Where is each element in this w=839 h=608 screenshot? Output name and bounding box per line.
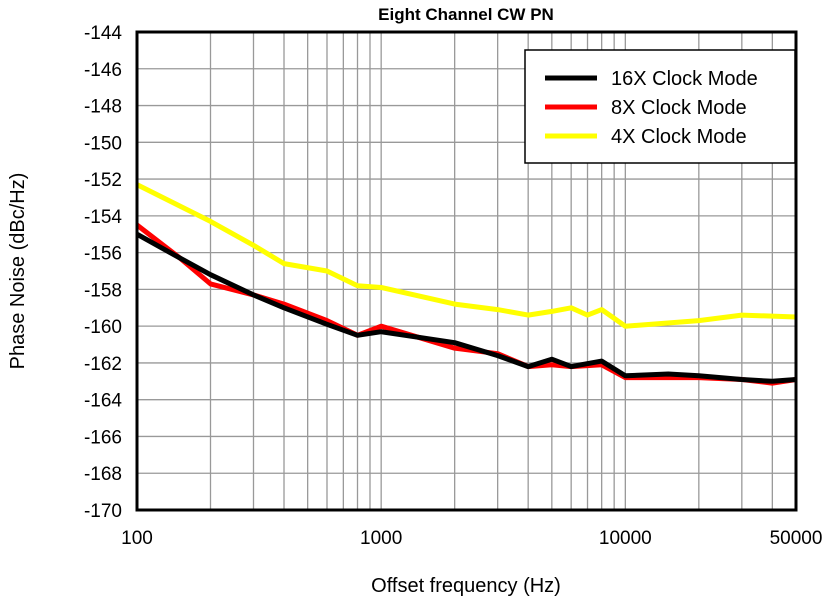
legend-label: 16X Clock Mode <box>611 68 758 90</box>
plot-frame <box>135 30 798 512</box>
y-tick-label: -148 <box>84 97 122 118</box>
y-tick-labels: -144 -146 -148 -150 -152 -154 -156 -158 -160 -162… <box>84 23 122 522</box>
legend-label: 4X Clock Mode <box>611 126 747 148</box>
y-tick-label: -166 <box>84 427 122 448</box>
x-axis-label: Offset frequency (Hz) <box>371 575 561 597</box>
chart-title: Eight Channel CW PN <box>378 5 554 24</box>
y-axis-label: Phase Noise (dBc/Hz) <box>7 173 29 370</box>
y-tick-label: -164 <box>84 391 122 412</box>
legend-label: 8X Clock Mode <box>611 97 747 119</box>
y-tick-label: -158 <box>84 280 122 301</box>
y-tick-label: -156 <box>84 244 122 265</box>
y-tick-label: -154 <box>84 207 122 228</box>
y-tick-label: -168 <box>84 464 122 485</box>
y-tick-label: -150 <box>84 133 122 154</box>
x-tick-label: 50000 <box>770 528 823 549</box>
legend: 16X Clock Mode 8X Clock Mode 4X Clock Mode <box>524 49 796 164</box>
series-line-16x-clock-mode <box>135 232 797 384</box>
y-tick-label: -162 <box>84 354 122 375</box>
y-tick-label: -152 <box>84 170 122 191</box>
x-tick-label: 10000 <box>599 528 652 549</box>
y-tick-label: -144 <box>84 23 122 44</box>
x-tick-label: 1000 <box>360 528 402 549</box>
y-tick-label: -170 <box>84 501 122 522</box>
series-line-4x-clock-mode <box>135 182 797 329</box>
x-tick-label: 100 <box>121 528 153 549</box>
series-lines <box>135 182 797 386</box>
y-tick-label: -146 <box>84 60 122 81</box>
x-tick-labels: 100 1000 10000 50000 <box>121 528 822 549</box>
y-tick-label: -160 <box>84 317 122 338</box>
